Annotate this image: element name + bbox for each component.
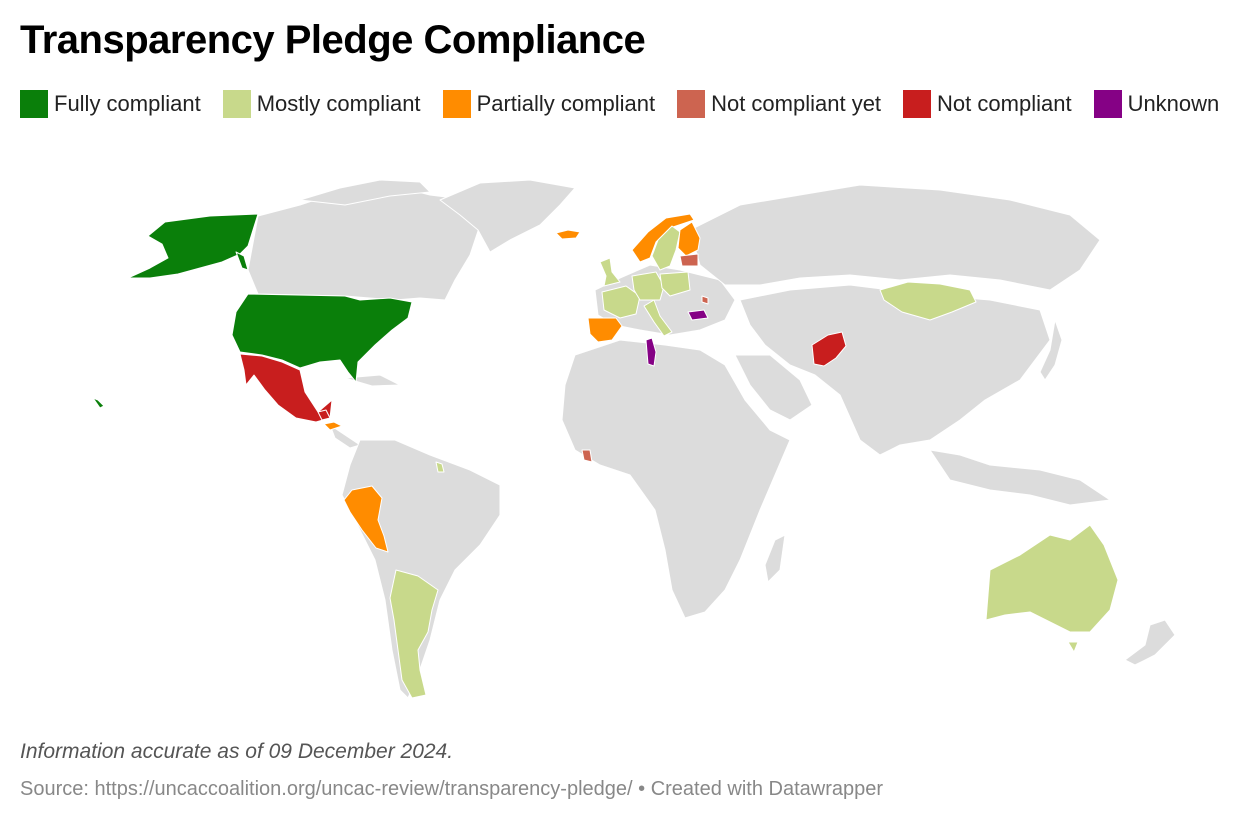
footnote: Information accurate as of 09 December 2… bbox=[20, 740, 454, 763]
region-bulgaria[interactable]: Bulgaria: Unknown bbox=[687, 309, 709, 321]
datawrapper-credit[interactable]: Created with Datawrapper bbox=[650, 778, 884, 800]
legend-swatch bbox=[1093, 90, 1122, 118]
legend-swatch bbox=[903, 90, 932, 118]
legend-item-mostly-compliant: Mostly compliant bbox=[222, 90, 421, 118]
region-finland[interactable]: Finland: Partially compliant bbox=[677, 221, 701, 257]
region-united-states[interactable]: United States: Fully compliant bbox=[231, 293, 413, 383]
region-latvia[interactable]: Latvia: Not compliant yet bbox=[679, 253, 699, 267]
region-hawaii[interactable]: Hawaii: Fully compliant bbox=[92, 397, 105, 409]
legend-swatch bbox=[222, 90, 251, 118]
legend-label: Mostly compliant bbox=[256, 91, 421, 116]
land-central-america[interactable] bbox=[329, 424, 361, 449]
region-italy[interactable]: Italy: Mostly compliant bbox=[643, 299, 673, 337]
region-alaska-panhandle[interactable]: Alaska: Fully compliant bbox=[235, 251, 249, 271]
chart-title: Transparency Pledge Compliance bbox=[20, 18, 646, 62]
legend-label: Unknown bbox=[1127, 91, 1220, 116]
region-tunisia[interactable]: Tunisia: Unknown bbox=[645, 337, 657, 367]
region-sierra-leone[interactable]: Sierra Leone: Not compliant yet bbox=[581, 449, 593, 463]
land-southeast-asia[interactable] bbox=[929, 449, 1111, 506]
source-separator: • bbox=[632, 778, 651, 800]
legend-item-fully-compliant: Fully compliant bbox=[20, 90, 201, 118]
world-map: Alaska: Fully compliant Alaska: Fully co… bbox=[92, 179, 1176, 699]
region-argentina[interactable]: Argentina: Mostly compliant bbox=[389, 569, 439, 699]
region-iceland[interactable]: Iceland: Partially compliant bbox=[555, 229, 581, 240]
region-france[interactable]: France: Mostly compliant bbox=[601, 285, 641, 319]
source-link[interactable]: https://uncaccoalition.org/uncac-review/… bbox=[94, 778, 633, 800]
region-sweden[interactable]: Sweden: Mostly compliant bbox=[651, 225, 681, 271]
land-caribbean[interactable] bbox=[344, 374, 401, 387]
source-label: Source: bbox=[20, 778, 89, 800]
region-australia[interactable]: Australia: Mostly compliant bbox=[985, 524, 1119, 633]
land-arctic-islands[interactable] bbox=[299, 179, 431, 206]
land-new-zealand[interactable] bbox=[1124, 619, 1176, 666]
region-tasmania[interactable]: Australia: Mostly compliant bbox=[1067, 641, 1079, 653]
legend-label: Partially compliant bbox=[476, 91, 656, 116]
base-landmass bbox=[247, 179, 1176, 699]
source-line: Source: https://uncaccoalition.org/uncac… bbox=[20, 778, 883, 801]
region-norway[interactable]: Norway: Partially compliant bbox=[631, 213, 695, 263]
legend: Fully compliant Mostly compliant Partial… bbox=[20, 90, 1220, 118]
land-arabia[interactable] bbox=[734, 354, 813, 421]
land-russia[interactable] bbox=[689, 184, 1101, 291]
region-central-europe[interactable]: Germany: Mostly compliant bbox=[659, 271, 691, 297]
legend-label: Not compliant yet bbox=[711, 91, 882, 116]
region-guatemala[interactable]: Guatemala: Not compliant bbox=[317, 409, 331, 421]
land-madagascar[interactable] bbox=[764, 534, 786, 583]
land-japan[interactable] bbox=[1039, 319, 1063, 381]
region-germany[interactable]: Germany: Mostly compliant bbox=[631, 271, 665, 301]
region-guyana[interactable]: Guyana: Mostly compliant bbox=[435, 461, 445, 473]
legend-swatch bbox=[677, 90, 706, 118]
land-greenland[interactable] bbox=[439, 179, 576, 253]
legend-label: Not compliant bbox=[937, 91, 1072, 116]
region-moldova[interactable]: Moldova: Not compliant yet bbox=[701, 295, 709, 305]
region-mongolia[interactable]: Mongolia: Mostly compliant bbox=[879, 281, 977, 321]
legend-swatch bbox=[20, 90, 48, 118]
legend-item-unknown: Unknown bbox=[1093, 90, 1220, 118]
region-spain[interactable]: Spain: Partially compliant bbox=[587, 317, 623, 343]
legend-item-not-compliant: Not compliant bbox=[903, 90, 1072, 118]
legend-item-not-compliant-yet: Not compliant yet bbox=[677, 90, 881, 118]
region-united-kingdom[interactable]: United Kingdom: Mostly compliant bbox=[599, 257, 621, 287]
legend-swatch bbox=[442, 90, 471, 118]
land-south-america[interactable] bbox=[341, 439, 501, 699]
region-afghanistan[interactable]: Afghanistan: Not compliant bbox=[811, 331, 847, 367]
countries-colored: Alaska: Fully compliant Alaska: Fully co… bbox=[92, 213, 1119, 699]
region-honduras[interactable]: Honduras: Partially compliant bbox=[323, 421, 343, 431]
region-peru[interactable]: Peru: Partially compliant bbox=[343, 485, 389, 553]
legend-label: Fully compliant bbox=[54, 91, 201, 116]
legend-item-partially-compliant: Partially compliant bbox=[442, 90, 656, 118]
region-alaska[interactable]: Alaska: Fully compliant bbox=[127, 213, 259, 279]
